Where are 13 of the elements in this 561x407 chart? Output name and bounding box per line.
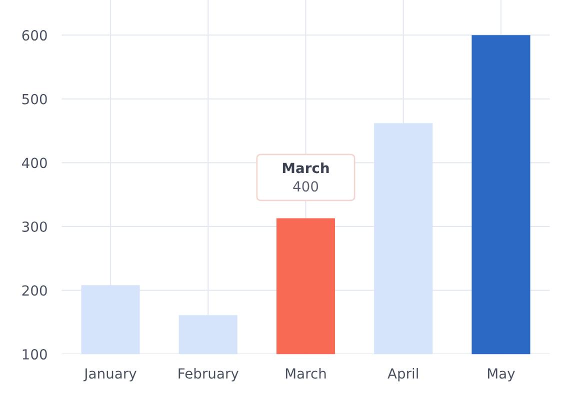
- x-tick-label: January: [83, 368, 136, 382]
- y-tick-label: 600: [22, 30, 47, 41]
- y-tick-label: 400: [22, 158, 47, 168]
- x-tick-label: February: [178, 368, 238, 382]
- y-tick-label: 100: [22, 349, 47, 360]
- annotation: March: [282, 162, 329, 174]
- y-tick-label: 500: [22, 94, 47, 104]
- x-tick-label: May: [488, 368, 515, 382]
- annotation: 400: [293, 181, 318, 192]
- y-tick-label: 300: [22, 221, 47, 232]
- y-tick-label: 200: [22, 285, 47, 296]
- x-tick-label: April: [388, 368, 418, 382]
- x-tick-label: March: [286, 368, 326, 379]
